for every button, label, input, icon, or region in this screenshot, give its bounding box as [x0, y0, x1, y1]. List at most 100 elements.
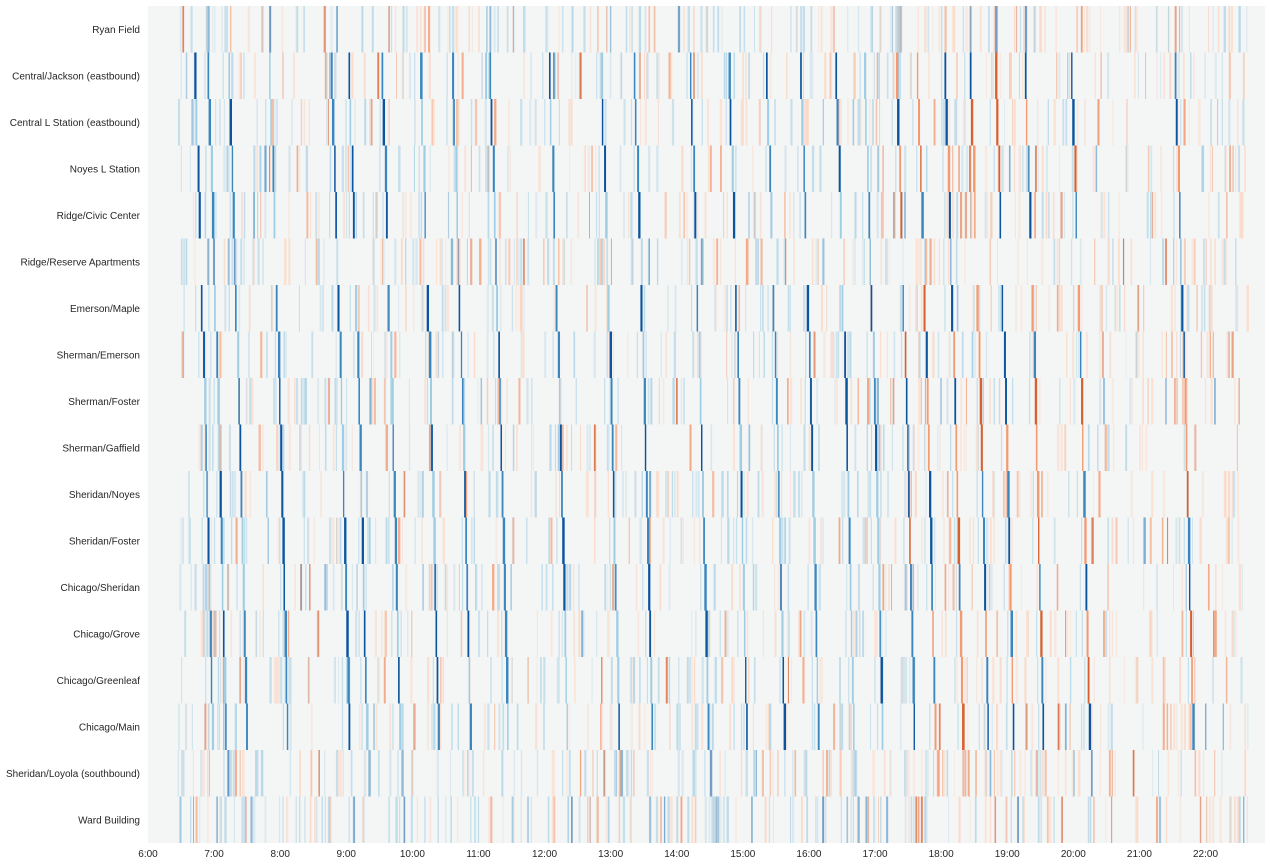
heatmap-cell: [332, 285, 334, 332]
heatmap-cell: [786, 610, 788, 657]
heatmap-cell: [1059, 378, 1061, 425]
heatmap-cell: [579, 52, 582, 99]
heatmap-cell: [912, 99, 914, 146]
heatmap-cell: [1224, 471, 1227, 518]
heatmap-cell: [295, 378, 299, 425]
trip-cell: [867, 145, 869, 192]
heatmap-cell: [751, 796, 753, 843]
heatmap-cell: [1081, 703, 1083, 750]
heatmap-cell: [1208, 796, 1212, 843]
heatmap-cell: [205, 564, 208, 611]
heatmap-cell: [1000, 657, 1002, 704]
heatmap-cell: [1062, 99, 1065, 146]
heatmap-cell: [1221, 750, 1223, 797]
heatmap-cell: [804, 99, 807, 146]
heatmap-cell: [1180, 750, 1182, 797]
heatmap-cell: [561, 424, 564, 471]
heatmap-cell: [897, 6, 899, 53]
heatmap-cell: [356, 564, 358, 611]
heatmap-cell: [1180, 703, 1184, 750]
heatmap-cell: [919, 331, 921, 378]
heatmap-cell: [491, 285, 495, 332]
heatmap-cell: [467, 750, 469, 797]
heatmap-cell: [488, 796, 491, 843]
trip-cell: [561, 471, 563, 518]
heatmap-cell: [1031, 703, 1034, 750]
heatmap-cell: [631, 750, 633, 797]
heatmap-cell: [870, 517, 872, 564]
heatmap-cell: [1236, 285, 1239, 332]
heatmap-cell: [904, 750, 907, 797]
trip-cell: [1028, 145, 1030, 192]
heatmap-cell: [700, 331, 703, 378]
trip-cell: [205, 424, 207, 471]
heatmap-cell: [1048, 285, 1051, 332]
trip-cell: [801, 99, 804, 146]
heatmap-cell: [522, 238, 525, 285]
heatmap-cell: [392, 703, 394, 750]
heatmap-cell: [259, 610, 261, 657]
heatmap-cell: [282, 796, 284, 843]
heatmap-cell: [1000, 750, 1003, 797]
trip-cell: [999, 192, 1002, 239]
heatmap-cell: [405, 238, 407, 285]
heatmap-cell: [963, 424, 965, 471]
heatmap-cell: [1042, 750, 1044, 797]
heatmap-cell: [920, 378, 922, 425]
heatmap-cell: [369, 378, 372, 425]
heatmap-cell: [800, 796, 803, 843]
heatmap-cell: [277, 424, 279, 471]
heatmap-cell: [1078, 331, 1080, 378]
heatmap-cell: [719, 99, 723, 146]
heatmap-cell: [177, 99, 181, 146]
heatmap-cell: [423, 6, 426, 53]
heatmap-cell: [879, 99, 881, 146]
heatmap-cell: [1064, 99, 1067, 146]
heatmap-cell: [388, 6, 390, 53]
heatmap-cell: [191, 99, 194, 146]
heatmap-cell: [234, 471, 236, 518]
heatmap-cell: [774, 610, 777, 657]
trip-cell: [207, 52, 210, 99]
heatmap-cell: [398, 331, 401, 378]
heatmap-cell: [490, 238, 492, 285]
heatmap-cell: [1155, 6, 1158, 53]
heatmap-cell: [658, 378, 660, 425]
heatmap-cell: [810, 52, 814, 99]
heatmap-cell: [534, 471, 537, 518]
heatmap-cell: [1194, 238, 1196, 285]
heatmap-cell: [1186, 285, 1188, 332]
heatmap-cell: [530, 52, 533, 99]
heatmap-cell: [253, 145, 256, 192]
heatmap-cell: [677, 703, 679, 750]
heatmap-cell: [228, 285, 230, 332]
heatmap-cell: [984, 703, 986, 750]
trip-cell: [272, 145, 275, 192]
heatmap-cell: [359, 703, 361, 750]
heatmap-cell: [733, 703, 735, 750]
heatmap-cell: [1107, 192, 1110, 239]
heatmap-cell: [326, 99, 328, 146]
heatmap-cell: [818, 424, 820, 471]
heatmap-cell: [1125, 145, 1127, 192]
heatmap-cell: [1101, 331, 1104, 378]
heatmap-cell: [1025, 703, 1028, 750]
heatmap-cell: [600, 703, 602, 750]
trip-cell: [1034, 378, 1038, 425]
heatmap-cell: [742, 52, 744, 99]
heatmap-cell: [1058, 703, 1061, 750]
heatmap-cell: [485, 145, 488, 192]
trip-cell: [838, 145, 841, 192]
heatmap-cell: [1084, 99, 1086, 146]
heatmap-cell: [486, 285, 489, 332]
heatmap-cell: [587, 703, 589, 750]
heatmap-cell: [1209, 145, 1212, 192]
heatmap-cell: [952, 145, 954, 192]
heatmap-cell: [383, 610, 387, 657]
heatmap-cell: [354, 99, 356, 146]
heatmap-cell: [264, 796, 267, 843]
heatmap-cell: [501, 610, 503, 657]
heatmap-cell: [416, 6, 419, 53]
heatmap-cell: [862, 238, 864, 285]
heatmap-cell: [409, 192, 412, 239]
